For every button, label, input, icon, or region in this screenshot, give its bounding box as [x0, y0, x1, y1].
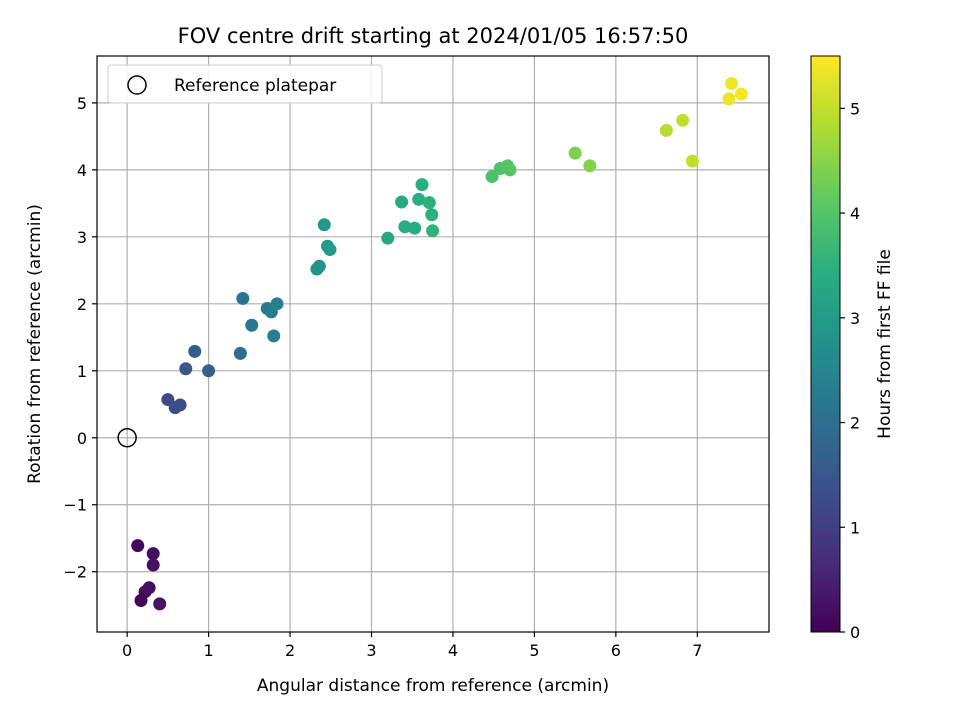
- data-point: [503, 163, 517, 177]
- colorbar-tick-label: 3: [850, 309, 860, 328]
- chart-title: FOV centre drift starting at 2024/01/05 …: [178, 24, 689, 48]
- axes-frame: [96, 55, 770, 633]
- legend-marker: [127, 75, 147, 95]
- colorbar-gradient: [810, 55, 841, 633]
- y-tick-label: −2: [63, 563, 87, 582]
- data-point: [408, 221, 422, 235]
- data-point: [722, 92, 736, 106]
- colorbar-tick-label: 2: [850, 414, 860, 433]
- data-point: [381, 231, 395, 245]
- data-point: [568, 146, 582, 160]
- data-point: [685, 154, 699, 168]
- y-axis-label: Rotation from reference (arcmin): [25, 204, 45, 484]
- x-tick-label: 5: [529, 641, 539, 660]
- data-point: [425, 208, 439, 222]
- colorbar-tick-label: 4: [850, 204, 860, 223]
- plot-area: [97, 56, 769, 632]
- data-point: [312, 259, 326, 273]
- data-point: [395, 195, 409, 209]
- y-axis-ticks: −2 −1 0 1 2 3 4 5: [63, 94, 97, 582]
- data-point: [415, 178, 429, 192]
- x-tick-label: 1: [203, 641, 213, 660]
- data-point: [267, 329, 281, 343]
- data-point: [153, 597, 167, 611]
- data-point: [134, 594, 148, 608]
- legend: Reference platepar: [107, 64, 383, 104]
- data-point: [131, 539, 145, 553]
- colorbar-tick-label: 1: [850, 518, 860, 537]
- data-point: [317, 218, 331, 232]
- data-point: [725, 76, 739, 90]
- data-point: [676, 113, 690, 127]
- data-point: [270, 297, 284, 311]
- colorbar-ticks: 0 1 2 3 4 5: [840, 99, 860, 642]
- data-point: [188, 344, 202, 358]
- y-tick-label: 3: [77, 228, 87, 247]
- colorbar-label: Hours from first FF file: [875, 249, 895, 439]
- data-point: [426, 224, 440, 238]
- data-point: [202, 364, 216, 378]
- reference-platepar-marker: [117, 428, 137, 448]
- data-point: [146, 558, 160, 572]
- data-point: [146, 547, 160, 561]
- x-tick-label: 2: [285, 641, 295, 660]
- x-axis-label: Angular distance from reference (arcmin): [257, 676, 609, 696]
- data-point: [179, 362, 193, 376]
- x-tick-label: 4: [448, 641, 458, 660]
- colorbar: 0 1 2 3 4 5 Hours from first FF file: [810, 55, 895, 642]
- data-point: [236, 291, 250, 305]
- data-point: [398, 220, 412, 234]
- data-point: [233, 346, 247, 360]
- legend-box: [107, 64, 383, 104]
- y-tick-label: −1: [63, 496, 87, 515]
- legend-entry: Reference platepar: [174, 76, 336, 96]
- data-point: [412, 192, 426, 206]
- x-tick-label: 3: [366, 641, 376, 660]
- y-tick-label: 5: [77, 94, 87, 113]
- y-tick-label: 2: [77, 295, 87, 314]
- data-point: [583, 159, 597, 173]
- y-tick-label: 1: [77, 362, 87, 381]
- x-tick-label: 7: [692, 641, 702, 660]
- x-axis-ticks: 0 1 2 3 4 5 6 7: [122, 632, 702, 660]
- y-tick-label: 4: [77, 161, 87, 180]
- data-point: [734, 87, 748, 101]
- data-point: [323, 243, 337, 257]
- data-point: [485, 170, 499, 184]
- data-point: [142, 581, 156, 595]
- data-point: [245, 318, 259, 332]
- data-points: [131, 76, 748, 611]
- colorbar-tick-label: 5: [850, 99, 860, 118]
- y-tick-label: 0: [77, 429, 87, 448]
- data-point: [173, 398, 187, 412]
- data-point: [422, 196, 436, 210]
- colorbar-tick-label: 0: [850, 623, 860, 642]
- data-point: [659, 123, 673, 137]
- x-tick-label: 0: [122, 641, 132, 660]
- x-tick-label: 6: [611, 641, 621, 660]
